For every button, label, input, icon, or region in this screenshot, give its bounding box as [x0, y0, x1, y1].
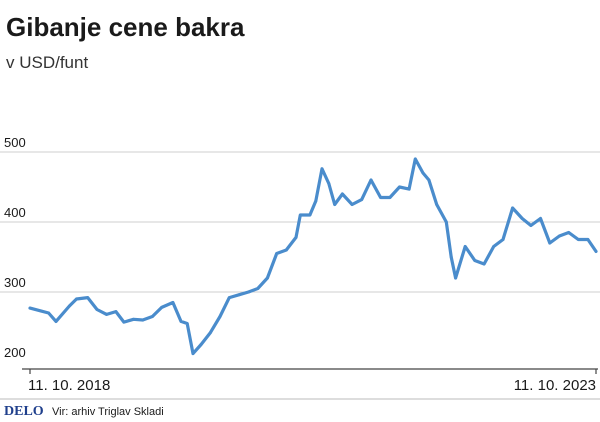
data-point-46: [427, 178, 431, 182]
data-point-56: [511, 206, 514, 210]
data-point-10: [122, 320, 126, 324]
data-point-1: [39, 309, 43, 313]
data-point-20: [209, 331, 212, 334]
data-point-28: [284, 248, 288, 252]
data-point-13: [151, 315, 154, 318]
data-point-34: [327, 182, 331, 185]
data-point-59: [539, 217, 542, 220]
data-point-36: [341, 192, 344, 196]
y-tick-labels: 200 300 400 500: [4, 135, 26, 360]
data-point-16: [179, 320, 183, 323]
data-point-45: [421, 171, 425, 175]
data-point-44: [413, 157, 417, 161]
data-point-43: [407, 187, 411, 191]
data-point-63: [576, 238, 580, 241]
data-point-0: [28, 306, 32, 310]
data-point-41: [388, 196, 392, 199]
data-point-49: [449, 255, 453, 259]
data-point-54: [492, 245, 496, 248]
data-point-27: [275, 252, 279, 255]
series-line-copper-price: [28, 157, 598, 356]
data-point-65: [594, 250, 598, 253]
data-point-64: [586, 238, 590, 241]
data-point-17: [185, 322, 189, 325]
data-point-53: [482, 262, 486, 266]
data-point-24: [247, 290, 250, 294]
data-point-61: [558, 234, 561, 238]
data-point-29: [294, 236, 298, 239]
y-tick-label-200: 200: [4, 345, 26, 360]
x-tick-label-start: 11. 10. 2018: [28, 377, 110, 394]
data-point-5: [75, 297, 78, 301]
chart-subtitle: v USD/funt: [6, 53, 88, 72]
data-point-60: [548, 241, 552, 245]
data-point-9: [114, 310, 118, 313]
data-point-4: [68, 304, 71, 308]
data-point-40: [379, 196, 382, 199]
data-point-52: [473, 259, 477, 262]
data-point-25: [256, 287, 260, 290]
data-point-58: [529, 224, 533, 227]
data-point-18: [191, 352, 195, 355]
data-point-51: [463, 245, 467, 248]
data-point-57: [520, 217, 524, 220]
data-point-31: [308, 213, 312, 217]
data-point-48: [444, 220, 448, 224]
data-point-50: [454, 276, 457, 280]
y-tick-label-300: 300: [4, 275, 26, 290]
data-point-47: [435, 203, 439, 206]
data-point-2: [47, 311, 50, 315]
data-point-15: [171, 301, 175, 304]
data-point-30: [298, 213, 302, 217]
data-point-21: [218, 315, 222, 318]
data-point-42: [398, 185, 401, 189]
data-point-22: [227, 296, 231, 299]
data-point-32: [314, 199, 318, 203]
data-point-38: [360, 198, 364, 202]
y-tick-label-500: 500: [4, 135, 26, 150]
data-point-35: [333, 203, 337, 206]
data-point-39: [369, 178, 373, 182]
data-point-23: [237, 293, 241, 297]
chart-title: Gibanje cene bakra: [6, 12, 245, 42]
y-tick-label-400: 400: [4, 205, 26, 220]
x-tick-label-end: 11. 10. 2023: [514, 377, 596, 394]
source-note: Vir: arhiv Triglav Skladi: [52, 406, 164, 418]
data-point-8: [105, 313, 108, 316]
data-point-26: [266, 276, 269, 280]
data-point-12: [141, 318, 145, 322]
data-point-33: [320, 167, 324, 171]
data-point-11: [132, 317, 135, 321]
data-point-6: [86, 296, 90, 299]
data-point-55: [501, 238, 505, 241]
brand-logo: DELO: [4, 404, 44, 419]
data-point-37: [350, 203, 354, 206]
data-point-19: [199, 343, 203, 346]
data-point-3: [54, 320, 58, 323]
data-point-14: [160, 306, 164, 309]
series-points: [28, 157, 598, 355]
data-point-7: [95, 308, 99, 311]
data-point-62: [567, 231, 571, 234]
